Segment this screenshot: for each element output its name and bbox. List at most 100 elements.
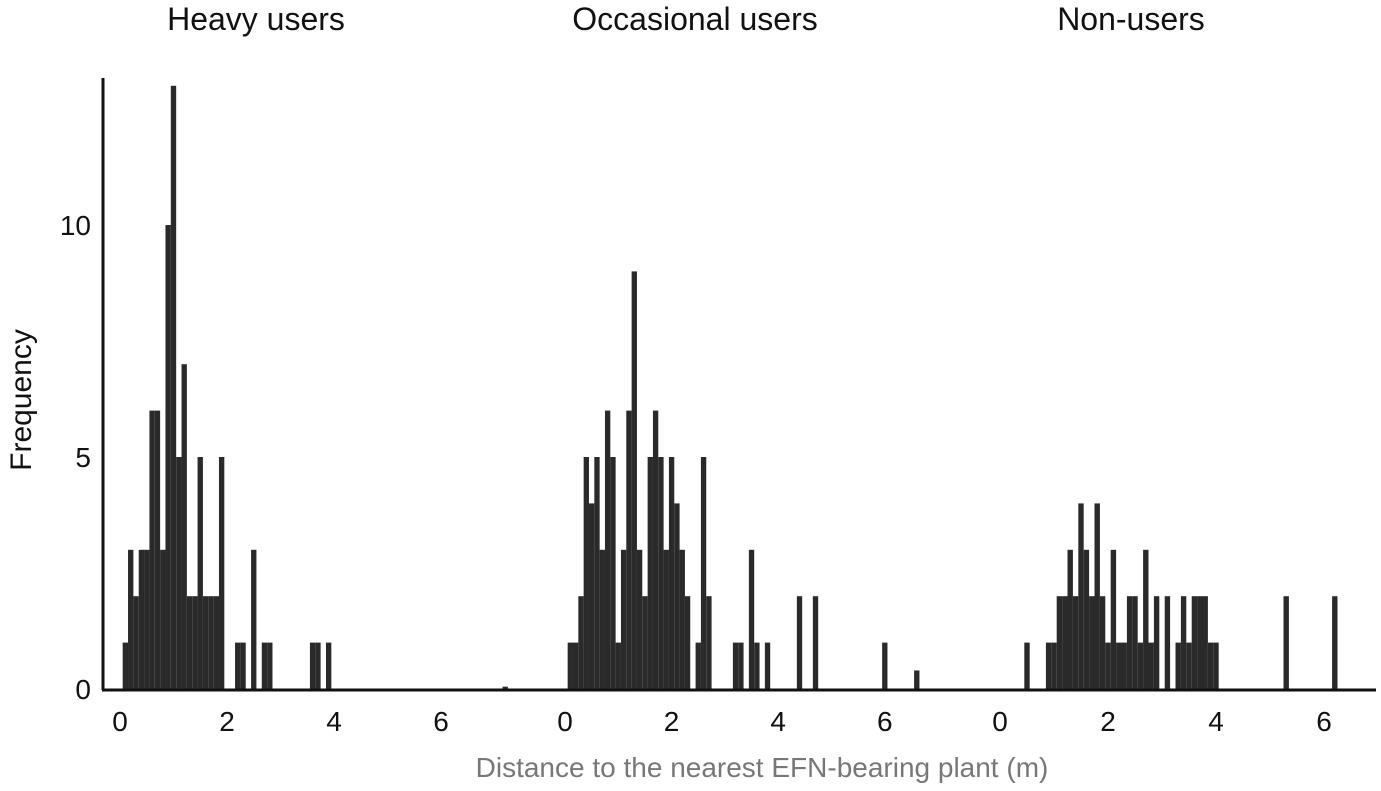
histogram-bar [583, 457, 589, 689]
histogram-bar [160, 549, 166, 689]
histogram-bar [170, 85, 177, 690]
histogram-bar [1180, 596, 1187, 689]
histogram-bar [325, 642, 332, 689]
x-tick-label: 6 [877, 706, 893, 737]
histogram-bar [144, 549, 150, 689]
histogram-bar [684, 596, 691, 689]
histogram-bar [754, 642, 760, 689]
histogram-bar [1126, 596, 1133, 689]
x-tick-label: 4 [1208, 706, 1224, 737]
histogram-bar [218, 457, 225, 689]
histogram-bar [679, 549, 685, 689]
histogram-bar [1072, 596, 1079, 689]
histogram-bar [626, 410, 632, 689]
histogram-bar [197, 457, 203, 689]
histogram-bar [599, 549, 605, 689]
histogram-bar [165, 225, 171, 689]
histogram-bar [642, 596, 648, 689]
histogram-bar [133, 596, 139, 689]
histogram-bar [1089, 596, 1095, 689]
x-tick-label: 0 [557, 706, 573, 737]
histogram-bar [154, 410, 161, 689]
histogram-bar [1148, 642, 1154, 689]
histogram-bar [1056, 596, 1063, 689]
histogram-bar [1164, 596, 1171, 689]
x-axis-title: Distance to the nearest EFN-bearing plan… [476, 752, 1049, 783]
histogram-bar [1051, 642, 1057, 689]
histogram-bar [1213, 642, 1219, 689]
histogram-bar [578, 596, 584, 689]
histogram-bar [1202, 596, 1208, 689]
histogram-bar [658, 457, 664, 689]
x-tick-label: 0 [112, 706, 128, 737]
histogram-bar [235, 642, 241, 689]
histogram-bar [240, 642, 246, 689]
histogram-bar [1207, 642, 1214, 689]
histogram-bar [668, 457, 675, 689]
histogram-bar [1121, 642, 1127, 689]
panel-title: Occasional users [572, 1, 817, 37]
histogram-bar [181, 364, 187, 689]
histogram-bar [663, 549, 669, 689]
histogram-bar [636, 549, 643, 689]
histogram-bar [202, 596, 209, 689]
x-tick-label: 0 [992, 706, 1008, 737]
histogram-bar [1137, 642, 1144, 689]
histogram-bar [502, 686, 508, 689]
histogram-bar [315, 642, 321, 689]
histogram-bar [647, 457, 653, 689]
histogram-bar [1143, 549, 1149, 689]
histogram-bar [186, 596, 193, 689]
histogram-bar [1083, 549, 1090, 689]
histogram-bar [738, 642, 744, 689]
histogram-bar [620, 549, 627, 689]
histogram-bar [610, 457, 616, 689]
x-tick-label: 6 [1316, 706, 1332, 737]
histogram-bar [1045, 642, 1052, 689]
panel-title: Non-users [1057, 1, 1205, 37]
histogram-bar [1024, 642, 1030, 689]
histogram-bar [1094, 503, 1100, 689]
x-tick-label: 2 [664, 706, 680, 737]
x-tick-label: 2 [1100, 706, 1116, 737]
histogram-bar [812, 596, 819, 689]
histogram-bar [122, 642, 129, 689]
histogram-bar [1116, 642, 1122, 689]
y-axis-title: Frequency [5, 329, 38, 471]
histogram-bar [176, 457, 182, 689]
histogram-bar [192, 596, 198, 689]
x-tick-label: 6 [433, 706, 449, 737]
histogram-bar [615, 642, 621, 689]
histogram-bar [1283, 596, 1289, 689]
histogram-bar [1153, 596, 1160, 689]
histogram-bar [1078, 503, 1084, 689]
histogram-bar [573, 642, 579, 689]
histogram-bar [1067, 549, 1073, 689]
histogram-bar [695, 642, 701, 689]
histogram-bar [128, 549, 134, 689]
histogram-bar [1062, 596, 1068, 689]
histogram-bar [732, 642, 739, 689]
histogram-bar [1191, 596, 1198, 689]
histogram-bar [914, 670, 920, 689]
histogram-bar [882, 642, 888, 689]
histogram-bar [267, 642, 273, 689]
histogram-bar [251, 549, 257, 689]
histogram-bar [1099, 596, 1106, 689]
histogram-bar [1186, 642, 1192, 689]
histogram-bar [674, 503, 680, 689]
histogram-bar [604, 410, 611, 689]
histogram-bar [1105, 642, 1111, 689]
x-tick-label: 4 [326, 706, 342, 737]
histogram-bar [149, 410, 155, 689]
histogram-bar [588, 503, 595, 689]
histogram-bar [652, 410, 659, 689]
histogram-bar [261, 642, 268, 689]
histogram-bar [1132, 596, 1138, 689]
histogram-bar [138, 549, 145, 689]
histogram-bar [208, 596, 214, 689]
y-tick-label: 0 [75, 674, 91, 705]
histogram-bar [1332, 596, 1338, 689]
